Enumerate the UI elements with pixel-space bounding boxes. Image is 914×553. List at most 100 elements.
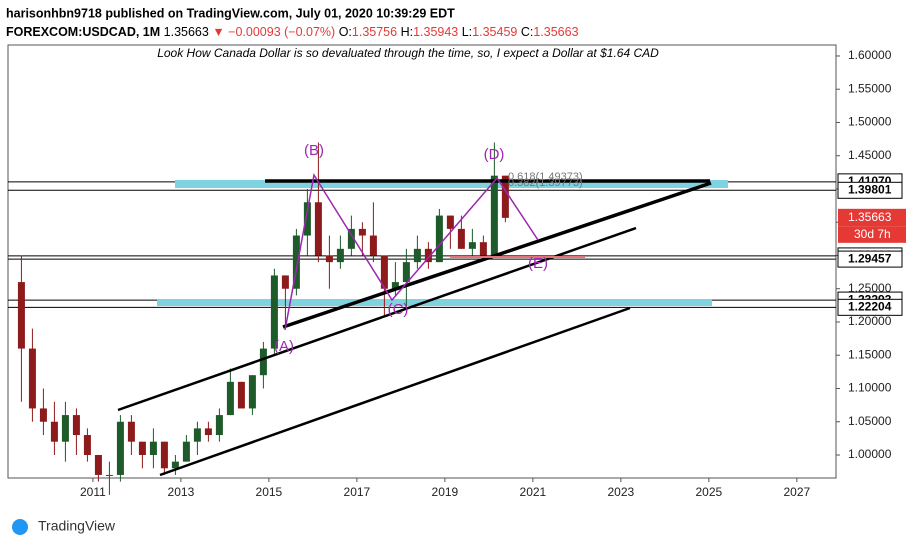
candle-body [413, 248, 421, 263]
candle-body [303, 202, 311, 236]
candle-body [501, 175, 509, 218]
o-label: O: [339, 25, 352, 39]
y-tick-label: 1.15000 [848, 347, 892, 361]
fib-label: 0.618(1.49373) [508, 171, 583, 183]
y-tick-label: 1.10000 [848, 381, 892, 395]
candle-body [94, 454, 102, 475]
candle-body [149, 441, 157, 455]
x-tick-label: 2025 [696, 485, 723, 499]
trend-line [282, 181, 712, 329]
x-tick-label: 2015 [256, 485, 283, 499]
candle-body [204, 428, 212, 436]
candle-body [369, 235, 377, 256]
change: ▼ −0.00093 (−0.07%) [212, 25, 335, 39]
x-tick-label: 2019 [432, 485, 459, 499]
level-label: 1.22204 [848, 299, 892, 313]
resistance-zone [175, 180, 728, 188]
candle-body [358, 228, 366, 236]
candle-body [270, 275, 278, 349]
l-value: 1.35459 [472, 25, 517, 39]
candle-body [424, 248, 432, 263]
wave-label: (C) [388, 301, 409, 318]
x-tick-label: 2021 [520, 485, 547, 499]
last-price-bg [838, 208, 906, 227]
y-tick-label: 1.60000 [848, 48, 892, 62]
candle-body [116, 421, 124, 475]
h-label: H: [401, 25, 414, 39]
candle-body [215, 415, 223, 436]
x-tick-label: 2023 [608, 485, 635, 499]
x-tick-label: 2017 [344, 485, 371, 499]
o-value: 1.35756 [352, 25, 397, 39]
level-label-bg [837, 250, 903, 268]
candle-body [292, 235, 300, 289]
support-zone [157, 299, 712, 306]
candle-body [226, 381, 234, 416]
candle-body [193, 428, 201, 442]
candle-body [325, 255, 333, 263]
footer: TradingView [38, 518, 116, 534]
l-label: L: [462, 25, 472, 39]
h-value: 1.35943 [413, 25, 458, 39]
candle-body [138, 441, 146, 455]
price: 1.35663 [164, 25, 209, 39]
y-tick-label: 1.25000 [848, 281, 892, 295]
candle-body [391, 282, 399, 289]
candle-body [468, 242, 476, 249]
candle-body [380, 255, 388, 289]
level-label-bg [837, 181, 903, 199]
candle-body [446, 215, 454, 229]
candle-body [72, 415, 80, 436]
candle-body [457, 228, 465, 249]
channel-upper [117, 226, 637, 412]
countdown: 30d 7h [854, 227, 891, 241]
x-tick-label: 2013 [168, 485, 195, 499]
candle-body [182, 441, 190, 462]
x-tick-label: 2027 [783, 485, 810, 499]
candle-body [248, 375, 256, 409]
candle-body [435, 215, 443, 263]
wave-label: (A) [274, 338, 294, 355]
candle-body [39, 408, 47, 422]
y-tick-label: 1.45000 [848, 148, 892, 162]
symbol: FOREXCOM:USDCAD, 1M [6, 25, 160, 39]
fib-label: 0.382(1.39773) [508, 177, 583, 189]
candle-body [336, 248, 344, 263]
candle-body [281, 275, 289, 289]
candle-body [490, 175, 498, 256]
wave-label: (E) [528, 255, 548, 272]
y-tick-label: 1.50000 [848, 115, 892, 129]
candle-body [314, 202, 322, 256]
channel-lower [159, 306, 631, 477]
c-value: 1.35663 [533, 25, 578, 39]
candle-body [160, 441, 168, 469]
annotation: Look How Canada Dollar is so devaluated … [157, 46, 659, 60]
plot-frame [7, 44, 837, 479]
y-tick-label: 1.20000 [848, 314, 892, 328]
wave-label: (D) [484, 146, 505, 163]
candle-body [171, 461, 179, 469]
countdown-bg [838, 226, 906, 243]
abcde-pattern [284, 172, 539, 331]
x-tick-label: 2011 [80, 485, 106, 499]
candle-body [237, 381, 245, 409]
candle-body [50, 421, 58, 442]
candle-body [347, 228, 355, 249]
logo [12, 519, 28, 535]
y-tick-label: 1.00000 [848, 447, 892, 461]
last-price-label: 1.35663 [848, 210, 892, 224]
level-label-bg [837, 298, 903, 316]
candle-body [61, 415, 69, 442]
candle-body [127, 421, 135, 442]
candle-body [83, 435, 91, 455]
candle-body [17, 282, 25, 349]
candle-body [259, 348, 267, 376]
candle-body [479, 242, 487, 256]
candle-body [402, 262, 410, 283]
publisher: harisonhbn9718 published on TradingView.… [6, 6, 455, 20]
symbol-line: FOREXCOM:USDCAD, 1M 1.35663 ▼ −0.00093 (… [6, 25, 579, 39]
candle-body [105, 474, 113, 476]
y-tick-label: 1.05000 [848, 414, 892, 428]
wave-label: (B) [304, 142, 324, 159]
